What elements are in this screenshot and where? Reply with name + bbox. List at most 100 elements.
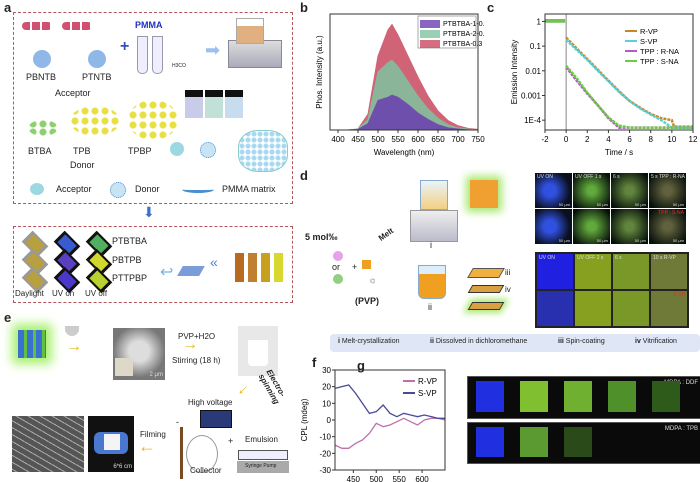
x-tick-label: -2: [541, 135, 549, 144]
crystal-cube-icon: [470, 180, 498, 208]
legend-step-iii: iii Spin-coating: [558, 338, 605, 345]
film-on-hand-photo: 6*6 cm: [88, 416, 134, 472]
micrograph: 50 μm: [535, 209, 572, 244]
hotplate-icon: [410, 210, 458, 242]
double-chevron-icon: «: [210, 254, 218, 270]
micrograph: 6 s 50 μm: [611, 173, 648, 208]
stirrer-icon: [228, 40, 282, 68]
acceptor-chain-icon: [22, 22, 52, 30]
or-label: or: [332, 262, 341, 272]
panel-label-a: a: [4, 0, 12, 15]
film-photo: [611, 289, 651, 328]
x-tick-label: 10: [667, 135, 676, 144]
x-tick-label: 500: [371, 135, 385, 144]
x-tick-label: 550: [392, 475, 406, 482]
legend-swatch: [420, 30, 440, 38]
legend-swatch: [420, 20, 440, 28]
phosphor-square: [608, 381, 636, 412]
arrow-left-icon: ←: [138, 436, 156, 456]
legend-acceptor-label: Acceptor: [56, 184, 92, 194]
micrograph: UV ON 50 μm: [535, 173, 572, 208]
micrograph-label: 6 s: [613, 174, 620, 180]
film-photo: S-VP: [649, 289, 689, 328]
panel-label-c: c: [487, 0, 495, 15]
vial-icon: [205, 90, 223, 118]
panel-label-d: d: [300, 168, 308, 183]
legend-step-ii: ii Dissolved in dichloromethane: [430, 338, 528, 345]
high-voltage-label: High voltage: [188, 398, 233, 407]
film-photo: UV ON: [535, 252, 575, 291]
x-tick-label: 6: [627, 135, 632, 144]
legend-label: PTBTBA-2-0.3: [443, 31, 485, 38]
series-line: [334, 417, 446, 449]
series-line: [565, 64, 693, 129]
area-series: [338, 94, 478, 131]
material-frame: [13, 12, 293, 204]
acceptor-molecule-icon: [88, 50, 106, 68]
acceptor-chain-icon: [62, 22, 92, 30]
panel-label-g: g: [357, 358, 365, 373]
process-legend: i Melt-crystallization ii Dissolved in d…: [330, 334, 700, 352]
power-supply-icon: [200, 410, 232, 428]
x-tick-label: 600: [415, 475, 429, 482]
y-axis-label: Phos. Intensity (a.u.): [315, 35, 324, 109]
series-line: [565, 66, 693, 129]
film-photo: 10 s R-VP: [649, 252, 689, 291]
panel-label-f: f: [312, 355, 317, 370]
dopant-pink-icon: [333, 251, 343, 261]
syringe-icon: [238, 450, 288, 460]
size-label: 6*6 cm: [113, 464, 132, 470]
x-tick-label: 12: [689, 135, 698, 144]
label-ptntb: PTNTB: [82, 72, 112, 82]
scale-bar-label: 2 μm: [149, 372, 163, 378]
plus-label: +: [352, 262, 358, 272]
plot-frame: [544, 13, 694, 131]
arrow-right-icon: ➡: [205, 40, 221, 60]
scale-bar-label: 50 μm: [558, 238, 570, 243]
photo-label: S-VP: [673, 292, 685, 298]
x-tick-label: 700: [451, 135, 465, 144]
micrograph: 5 s TPP : R-NA 50 μm: [649, 173, 686, 208]
pmma-matrix-network: [238, 130, 288, 172]
stirring-label: Stirring (18 h): [172, 356, 221, 365]
photo-label: UV ON: [539, 255, 555, 261]
panel-label-b: b: [300, 0, 308, 15]
vial-rack-icon: [235, 240, 285, 282]
host-crystal-icon: [362, 260, 371, 269]
mortar-icon: [65, 326, 79, 336]
legend-label: R-VP: [418, 377, 437, 386]
film-photo: UV OFF 2 s: [573, 252, 613, 291]
micrograph: 50 μm: [573, 209, 610, 244]
y-tick-label: 30: [322, 366, 331, 375]
vitrified-film-icon: [467, 302, 505, 310]
scale-bar-label: 50 μm: [634, 202, 646, 207]
y-tick-label: 1E-4: [524, 116, 541, 125]
photo-label: 6 s: [615, 255, 622, 261]
collector-label: Collector: [190, 466, 222, 475]
curved-arrow-icon: ↩: [160, 264, 174, 281]
chart-c: -2 0 2 4 6 8 10 12 1 0.1 0.01 0.001 1E-4 Time / s Emis…: [510, 13, 698, 157]
x-tick-label: 650: [431, 135, 445, 144]
label-acceptor: Acceptor: [55, 88, 91, 98]
arrow-right-icon: →: [66, 338, 82, 355]
step-ii-label: ii: [428, 302, 432, 312]
dopant-label: 5 mol‰: [305, 232, 338, 242]
phosphor-square: [520, 427, 548, 457]
x-tick-label: 2: [585, 135, 590, 144]
coated-film-icon: [467, 285, 505, 293]
beaker-icon: [248, 340, 268, 366]
y-tick-label: 10: [322, 399, 331, 408]
step-i-label: i: [430, 240, 432, 250]
y-tick-label: 20: [322, 383, 331, 392]
scale-bar-label: 50 μm: [596, 202, 608, 207]
formula-label: H3CO: [172, 63, 186, 69]
legend-label: PTBTBA-0.3: [443, 41, 482, 48]
micrograph-label: UV ON: [537, 174, 553, 180]
crystal-cube-icon: [18, 330, 46, 358]
row-label-tpb: MDPA : TPB: [664, 426, 698, 432]
vial-icon: [185, 90, 203, 118]
legend-label: TPP : S-NA: [640, 57, 679, 66]
legend-label: PTBTBA-1-0.3: [443, 21, 485, 28]
step-iii-label: iii: [505, 268, 511, 277]
